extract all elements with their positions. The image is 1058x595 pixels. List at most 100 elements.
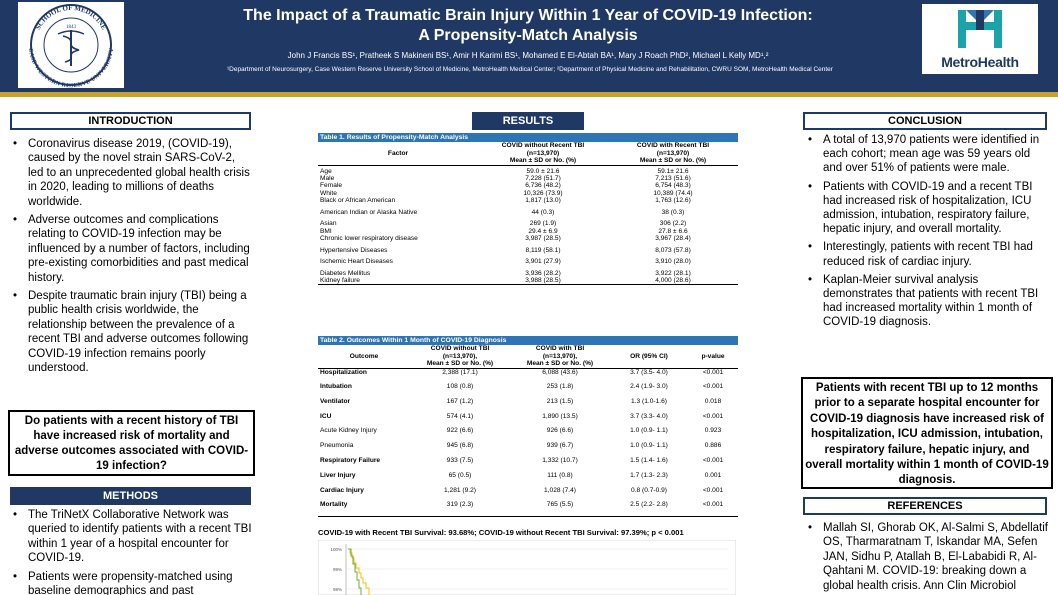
results-heading: RESULTS <box>472 112 584 130</box>
author-list: John J Francis BS¹, Pratheek S Makineni … <box>287 51 769 60</box>
affiliations: ¹Department of Neurosurgery, Case Wester… <box>227 66 833 73</box>
reference-item: Mallah SI, Ghorab OK, Al-Salmi S, Abdell… <box>805 521 1055 593</box>
value-cell: 933 (7.5) <box>446 456 474 464</box>
or-cell: 1.0 (0.9- 1.1) <box>630 427 668 435</box>
table-row: Chronic lower respiratory disease 3,987 (… <box>318 235 738 247</box>
value-cell: 8,073 (57.8) <box>655 246 691 254</box>
p-value-cell: <0.001 <box>702 456 724 464</box>
km-y-tick: 99% <box>333 567 342 572</box>
table2-header-outcome: Outcome <box>318 345 410 369</box>
header-line: COVID with TBI <box>535 345 585 353</box>
factor-cell: Black or African American <box>320 197 396 205</box>
table-row: Female 6,736 (48.2) 6,754 (48.3) <box>318 182 738 189</box>
p-value-cell: 0.886 <box>704 442 722 450</box>
table2-header-without-tbi: COVID without TBI (n=13,970), Mean ± SD … <box>410 345 510 369</box>
value-cell: 1,817 (13.0) <box>525 197 561 205</box>
outcome-cell: ICU <box>320 412 332 420</box>
outcome-cell: Cardiac Injury <box>320 486 364 494</box>
p-value-cell: <0.001 <box>688 501 738 517</box>
p-value-cell: 0.923 <box>704 427 722 435</box>
km-y-tick: 100% <box>330 547 342 552</box>
value-cell: 3,967 (28.4) <box>655 235 691 243</box>
km-y-tick: 98% <box>333 587 342 592</box>
methods-list: The TriNetX Collaborative Network was qu… <box>10 508 253 595</box>
p-value-cell: <0.001 <box>702 382 724 390</box>
value-cell: 253 (1.8) <box>546 382 574 390</box>
value-cell: 319 (2.3) <box>410 501 510 517</box>
conclusion-heading: CONCLUSION <box>803 112 1047 130</box>
or-cell: 1.3 (1.0-1.6) <box>631 397 667 405</box>
outcome-cell: Respiratory Failure <box>320 456 381 464</box>
value-cell: 111 (0.8) <box>547 471 573 479</box>
references-heading: REFERENCES <box>803 497 1047 515</box>
or-cell: 3.7 (3.5- 4.0) <box>630 368 668 376</box>
table-row: Male 7,228 (51.7) 7,213 (51.6) <box>318 175 738 182</box>
table-row: Respiratory Failure 933 (7.5) 1,332 (10.7)… <box>318 457 738 472</box>
value-cell: 4,000 (28.6) <box>608 276 738 286</box>
table2-caption: Table 2. Outcomes Within 1 Month of COVI… <box>318 336 738 346</box>
or-cell: 2.4 (1.9- 3.0) <box>630 382 668 390</box>
header-line: COVID without Recent TBI <box>501 142 585 150</box>
table-row: Mortality 319 (2.3) 765 (5.5) 2.5 (2.2- 2.8… <box>318 501 738 517</box>
value-cell: 6,088 (43.6) <box>542 368 578 376</box>
table-row: American Indian or Alaska Native 44 (0.3)… <box>318 209 738 221</box>
value-cell: 3,922 (28.1) <box>655 269 691 277</box>
factor-cell: Age <box>320 167 332 175</box>
value-cell: 2,388 (17.1) <box>442 368 478 376</box>
header-line: (n=13,970), <box>442 352 478 360</box>
or-cell: 3.7 (3.3- 4.0) <box>630 412 668 420</box>
value-cell: 945 (6.8) <box>446 442 474 450</box>
value-cell: 59.0 ± 21.6 <box>526 167 560 175</box>
metrohealth-mark-icon <box>958 10 1002 48</box>
table-row: Diabetes Mellitus 3,936 (28.2) 3,922 (28.1… <box>318 270 738 277</box>
table1-header-with-tbi: COVID with Recent TBI (n=13,970) Mean ± … <box>608 142 738 166</box>
poster-title-line-2: A Propensity-Match Analysis <box>418 27 638 44</box>
value-cell: 44 (0.3) <box>531 208 555 216</box>
value-cell: 29.4 ± 6.9 <box>528 227 558 235</box>
header-line: Mean ± SD or No. (%) <box>639 157 707 165</box>
value-cell: 922 (6.6) <box>446 427 474 435</box>
factor-cell: Chronic lower respiratory disease <box>320 235 418 243</box>
research-question-box: Do patients with a recent history of TBI… <box>8 410 255 476</box>
poster-title-line-1: The Impact of a Traumatic Brain Injury W… <box>243 7 813 24</box>
km-curve-without-tbi <box>348 548 370 595</box>
value-cell: 8,119 (58.1) <box>525 246 561 254</box>
seal-year: 1843 <box>66 25 77 30</box>
table2-body: Hospitalization 2,388 (17.1) 6,088 (43.6) 3… <box>318 368 738 517</box>
table1-header-without-tbi: COVID without Recent TBI (n=13,970) Mean… <box>478 142 608 166</box>
table1-header-factor: Factor <box>318 142 478 166</box>
value-cell: 7,228 (51.7) <box>525 175 561 183</box>
p-value-cell: <0.001 <box>702 368 724 376</box>
factor-cell: BMI <box>320 227 332 235</box>
factor-cell: Male <box>320 175 335 183</box>
or-cell: 0.8 (0.7-0.9) <box>631 486 667 494</box>
outcome-cell: Mortality <box>318 501 410 517</box>
conclusion-bullet: Patients with COVID-19 and a recent TBI … <box>805 180 1051 237</box>
methods-heading: METHODS <box>10 487 251 505</box>
table-row: Hospitalization 2,388 (17.1) 6,088 (43.6) 3… <box>318 368 738 383</box>
value-cell: 1,028 (7.4) <box>544 486 576 494</box>
factor-cell: Asian <box>320 220 337 228</box>
metrohealth-logo <box>922 4 1038 74</box>
table-row: Black or African American 1,817 (13.0) 1,7… <box>318 197 738 209</box>
table-row: ICU 574 (4.1) 1,890 (13.5) 3.7 (3.3- 4.0) <0… <box>318 413 738 428</box>
table-row: Hypertensive Diseases 8,119 (58.1) 8,073 (… <box>318 247 738 259</box>
value-cell: 38 (0.3) <box>661 208 685 216</box>
conclusion-bullet: Kaplan-Meier survival analysis demonstra… <box>805 273 1051 330</box>
value-cell: 939 (6.7) <box>546 442 574 450</box>
outcome-cell: Liver Injury <box>320 471 356 479</box>
factor-cell: Kidney failure <box>318 276 478 286</box>
table-row: Ventilator 167 (1.2) 213 (1.5) 1.3 (1.0-1.6… <box>318 398 738 413</box>
value-cell: 6,736 (48.2) <box>525 182 561 190</box>
p-value-cell: <0.001 <box>702 486 724 494</box>
introduction-bullet: Coronavirus disease 2019, (COVID-19), ca… <box>10 137 253 209</box>
value-cell: 269 (1.9) <box>529 220 557 228</box>
value-cell: 3,901 (27.9) <box>525 258 561 266</box>
introduction-heading: INTRODUCTION <box>10 112 251 130</box>
value-cell: 1,332 (10.7) <box>542 456 578 464</box>
table-row: Pneumonia 945 (6.8) 939 (6.7) 1.0 (0.9- 1.1… <box>318 442 738 457</box>
value-cell: 3,988 (28.5) <box>478 276 608 286</box>
factor-cell: Hypertensive Diseases <box>320 246 388 254</box>
value-cell: 10,389 (74.4) <box>653 189 693 197</box>
header-gold-rule <box>0 92 1058 97</box>
